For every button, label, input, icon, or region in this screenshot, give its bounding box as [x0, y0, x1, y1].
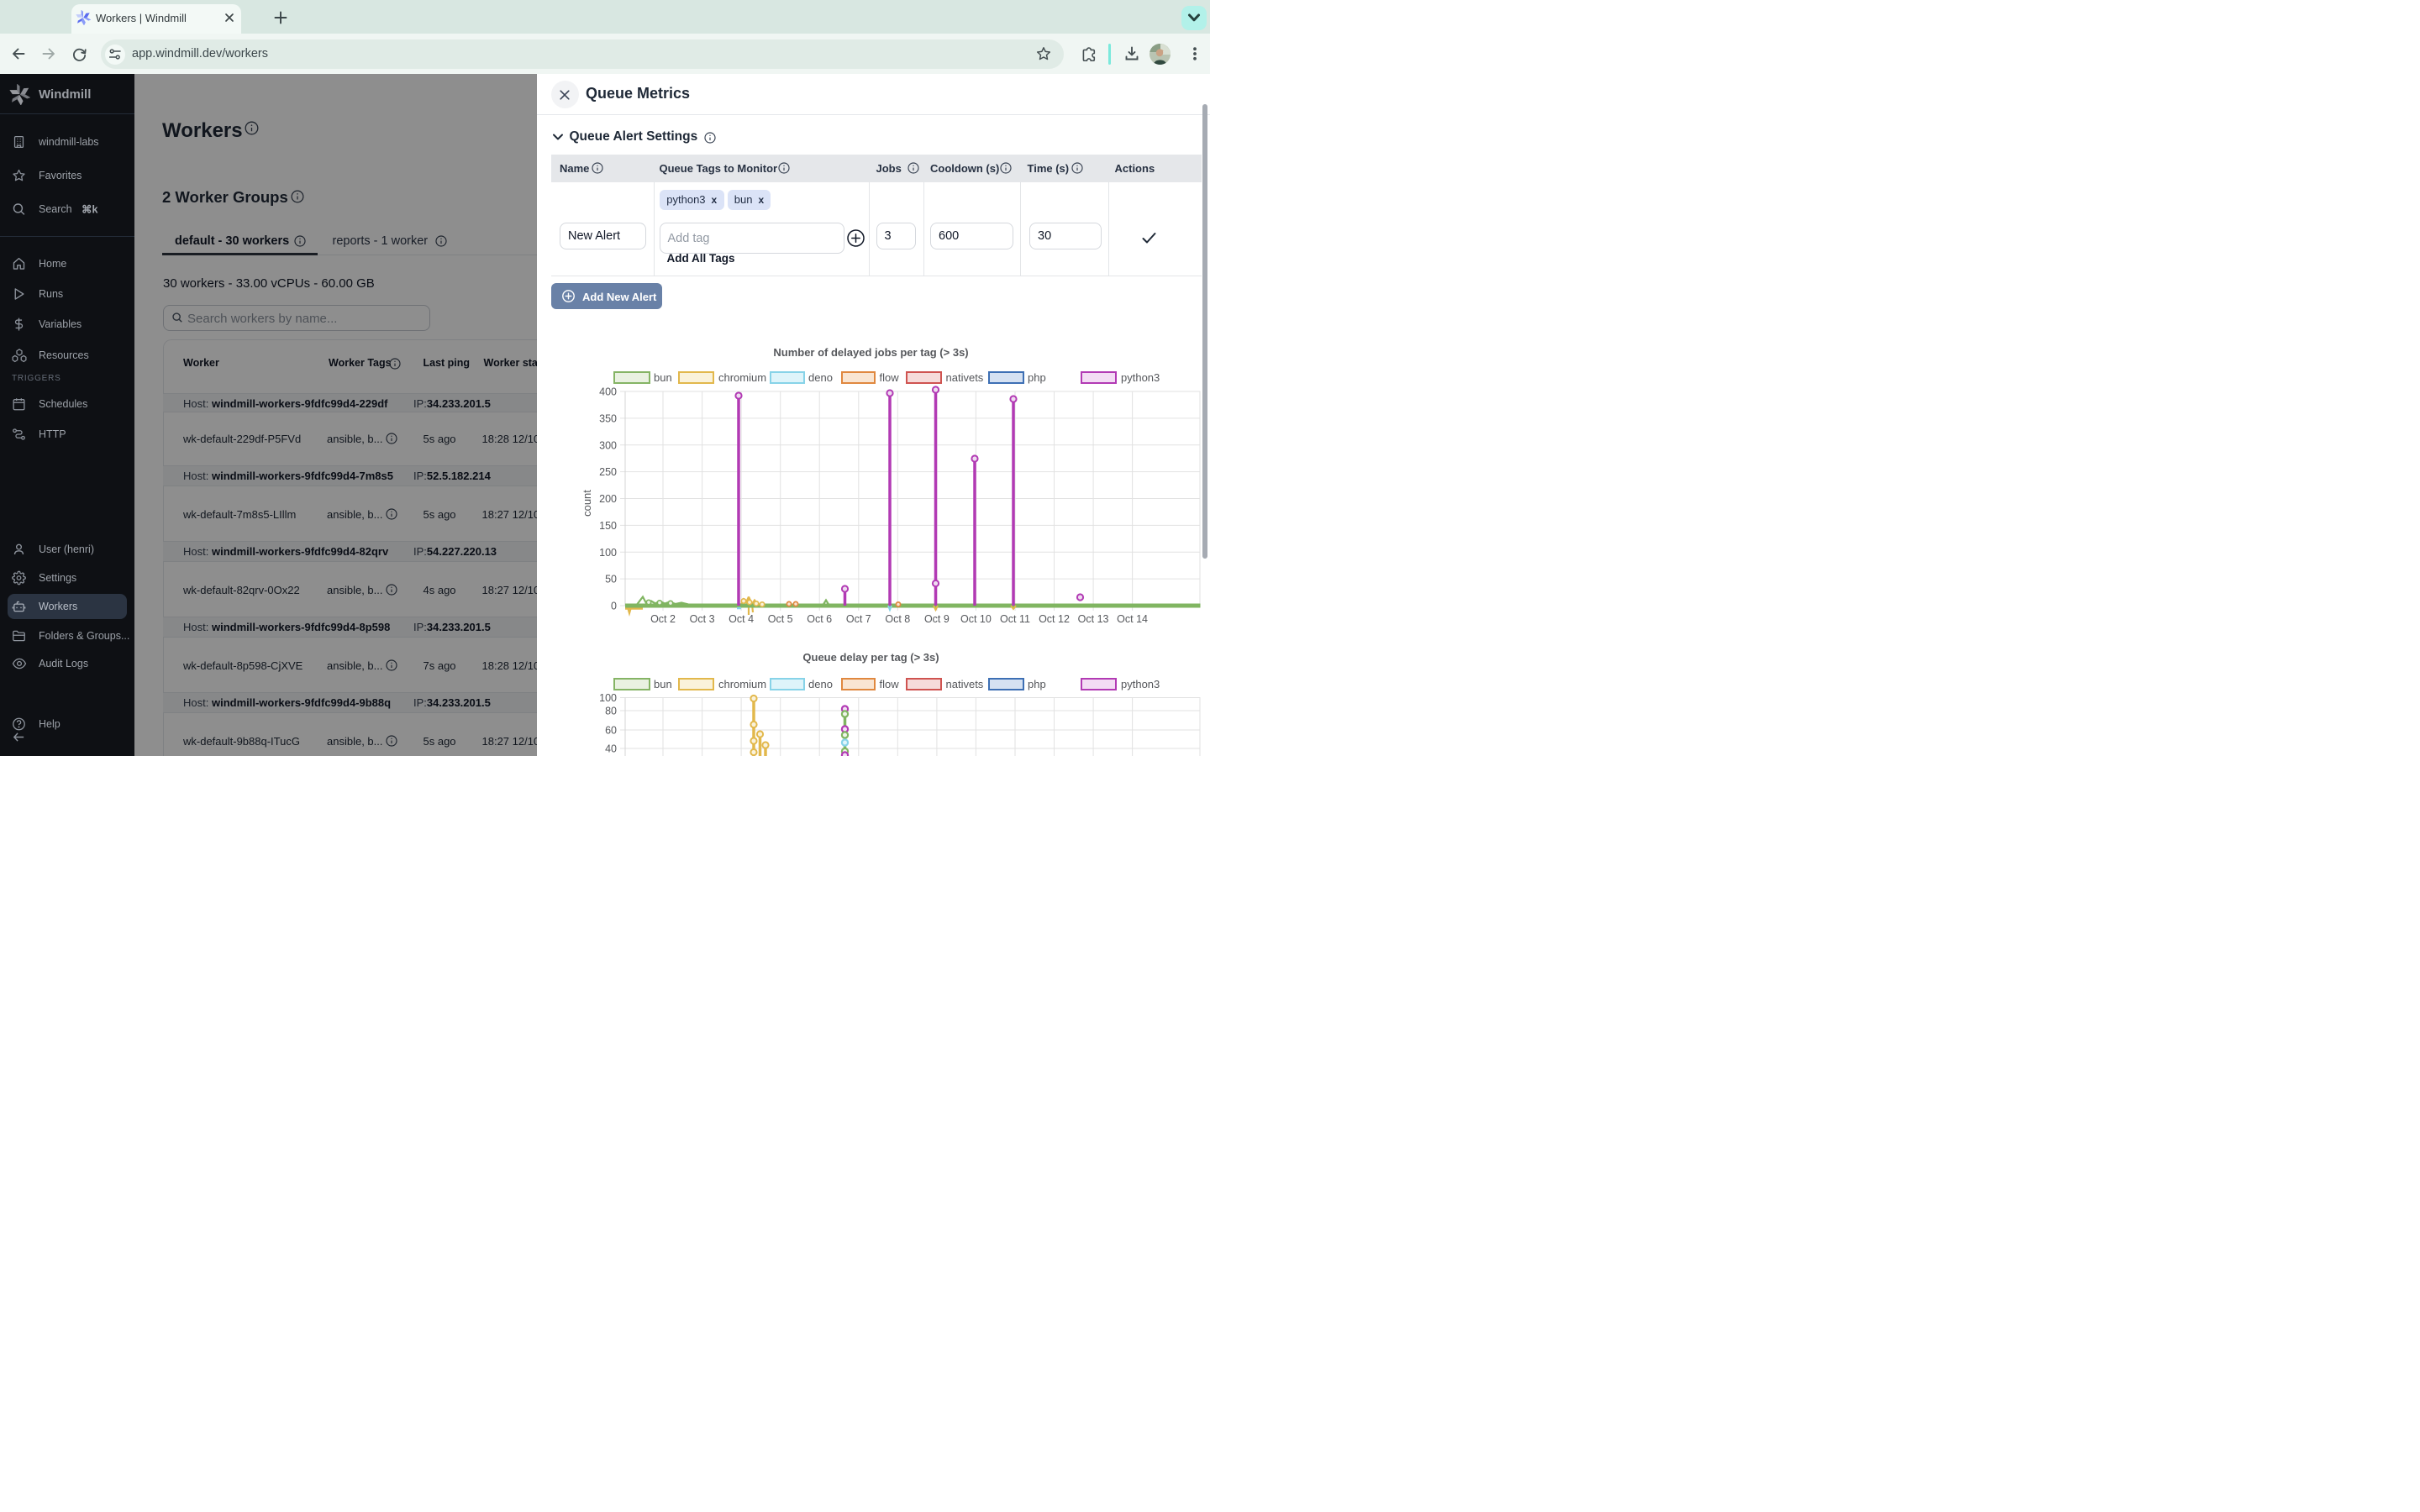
svg-text:Oct 3: Oct 3 — [690, 613, 715, 625]
svg-text:300: 300 — [599, 439, 617, 451]
svg-text:count: count — [581, 490, 593, 517]
svg-text:Oct 10: Oct 10 — [960, 613, 992, 625]
svg-text:Oct 4: Oct 4 — [729, 613, 754, 625]
svg-text:400: 400 — [599, 386, 617, 398]
svg-text:Oct 5: Oct 5 — [768, 613, 793, 625]
svg-text:50: 50 — [605, 574, 617, 585]
svg-text:0: 0 — [611, 601, 617, 612]
svg-text:200: 200 — [599, 493, 617, 505]
svg-text:Oct 14: Oct 14 — [1117, 613, 1148, 625]
svg-text:250: 250 — [599, 466, 617, 478]
svg-text:Oct 12: Oct 12 — [1039, 613, 1070, 625]
svg-text:Oct 2: Oct 2 — [650, 613, 676, 625]
svg-text:100: 100 — [599, 692, 617, 704]
svg-text:Oct 11: Oct 11 — [1000, 613, 1030, 625]
svg-text:150: 150 — [599, 520, 617, 532]
svg-text:100: 100 — [599, 547, 617, 559]
svg-text:Oct 8: Oct 8 — [885, 613, 910, 625]
svg-text:Oct 13: Oct 13 — [1078, 613, 1109, 625]
svg-text:350: 350 — [599, 412, 617, 424]
svg-text:80: 80 — [605, 706, 617, 717]
svg-text:40: 40 — [605, 743, 617, 755]
svg-text:Oct 7: Oct 7 — [846, 613, 871, 625]
svg-text:60: 60 — [605, 725, 617, 737]
svg-text:Oct 9: Oct 9 — [924, 613, 950, 625]
svg-text:Oct 6: Oct 6 — [807, 613, 832, 625]
